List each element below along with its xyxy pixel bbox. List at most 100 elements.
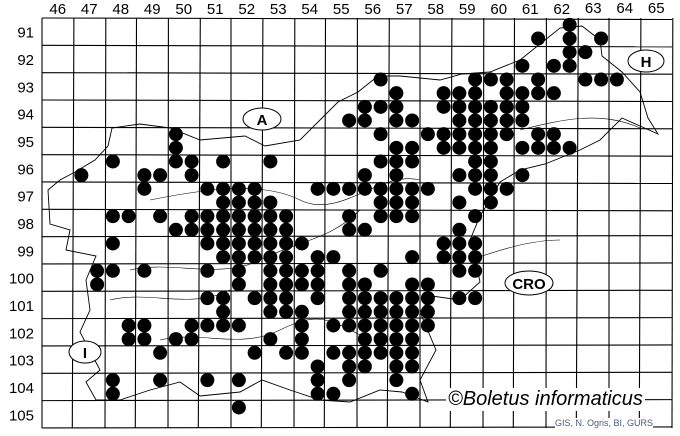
record-dot — [105, 373, 120, 388]
country-label-hungary: H — [627, 49, 665, 73]
record-dot — [531, 86, 546, 101]
record-dot — [153, 345, 168, 360]
record-dot — [105, 209, 120, 224]
row-label: 102 — [9, 325, 34, 342]
column-label: 60 — [490, 1, 507, 18]
record-dot — [436, 250, 451, 265]
record-dot — [247, 195, 262, 210]
record-dot — [483, 195, 498, 210]
record-dot — [562, 31, 577, 46]
slovenia-border — [47, 25, 660, 403]
record-dot — [342, 209, 357, 224]
record-dot — [468, 86, 483, 101]
record-dot — [405, 386, 420, 401]
record-dot — [373, 345, 388, 360]
record-dot — [546, 86, 561, 101]
record-dot — [247, 209, 262, 224]
record-dot — [105, 263, 120, 278]
record-dot — [452, 195, 467, 210]
country-label-italy: I — [68, 340, 102, 364]
record-dot — [263, 332, 278, 347]
record-dot — [499, 72, 514, 87]
record-dot — [357, 222, 372, 237]
label-h: H — [641, 54, 652, 71]
record-dot — [121, 318, 136, 333]
record-dot — [389, 181, 404, 196]
record-dot — [279, 263, 294, 278]
record-dot — [184, 332, 199, 347]
grid-line-horizontal — [41, 208, 673, 212]
record-dot — [499, 181, 514, 196]
grid-line-horizontal — [41, 99, 673, 103]
record-dot — [357, 113, 372, 128]
record-dot — [515, 86, 530, 101]
record-dot — [452, 250, 467, 265]
copyright-text: ©Boletus informaticus — [446, 388, 645, 411]
column-label: 51 — [207, 1, 224, 18]
record-dot — [389, 291, 404, 306]
grid-line-horizontal — [41, 235, 673, 238]
record-dot — [389, 359, 404, 374]
record-dot — [342, 291, 357, 306]
grid-line-vertical — [104, 17, 107, 428]
record-dot — [483, 140, 498, 155]
record-dot — [216, 250, 231, 265]
record-dot — [405, 359, 420, 374]
grid-line-vertical — [134, 17, 138, 428]
record-dot — [326, 181, 341, 196]
record-dot — [279, 304, 294, 319]
record-dot — [578, 72, 593, 87]
record-dot — [216, 222, 231, 237]
record-dot — [184, 222, 199, 237]
record-dot — [184, 154, 199, 169]
column-label: 59 — [459, 1, 476, 18]
record-dot — [357, 318, 372, 333]
record-dot — [168, 127, 183, 142]
record-dot — [452, 236, 467, 251]
grid-line-horizontal — [41, 154, 673, 157]
record-dot — [373, 332, 388, 347]
record-dot — [231, 263, 246, 278]
record-dot — [231, 195, 246, 210]
record-dot — [137, 168, 152, 183]
record-dot — [357, 99, 372, 114]
record-dot — [483, 154, 498, 169]
record-dot — [137, 318, 152, 333]
grid-line-horizontal — [41, 72, 673, 75]
record-dot — [168, 154, 183, 169]
grid-line-vertical — [638, 17, 642, 428]
record-dot — [310, 263, 325, 278]
record-dot — [405, 154, 420, 169]
record-dot — [231, 222, 246, 237]
record-dot — [452, 140, 467, 155]
record-dot — [389, 304, 404, 319]
record-dot — [216, 181, 231, 196]
record-dot — [168, 140, 183, 155]
record-dot — [357, 304, 372, 319]
record-dot — [373, 99, 388, 114]
record-dot — [342, 359, 357, 374]
record-dot — [468, 236, 483, 251]
record-dot — [468, 72, 483, 87]
record-dot — [389, 345, 404, 360]
row-label: 94 — [17, 107, 34, 124]
grid-line-horizontal — [41, 371, 673, 374]
grid-labels: 46 47 48 49 50 51 52 53 54 55 56 57 58 59 60 61 62 63 64 65… — [9, 0, 665, 424]
record-dot — [405, 113, 420, 128]
record-dot — [247, 291, 262, 306]
record-dot — [263, 277, 278, 292]
record-dot — [515, 58, 530, 73]
record-dot — [247, 236, 262, 251]
record-dot — [515, 140, 530, 155]
record-dot — [483, 113, 498, 128]
record-dot — [310, 386, 325, 401]
record-dot — [483, 99, 498, 114]
row-label: 103 — [9, 353, 34, 370]
record-dot — [436, 140, 451, 155]
record-dot — [105, 236, 120, 251]
record-dot — [263, 195, 278, 210]
grid-line-vertical — [512, 17, 516, 428]
record-dot — [468, 168, 483, 183]
record-dot — [357, 181, 372, 196]
